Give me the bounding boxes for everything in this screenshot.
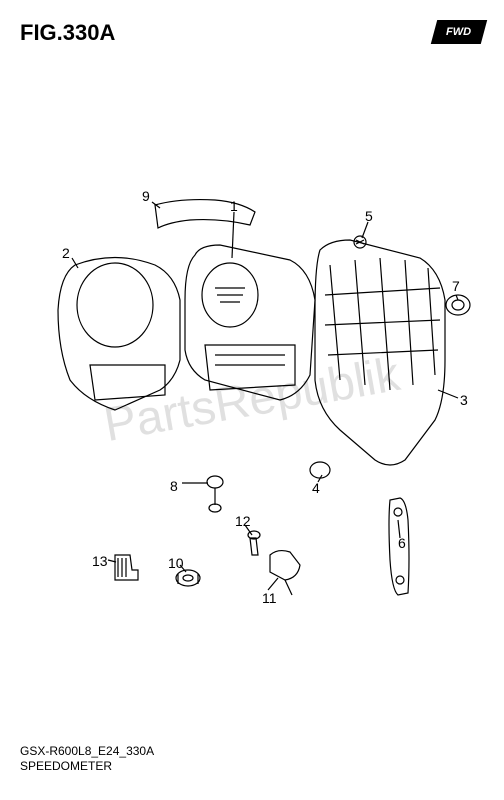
diagram-svg — [20, 100, 484, 620]
callout-4: 4 — [312, 480, 320, 496]
callout-5: 5 — [365, 208, 373, 224]
parts-diagram: 1 2 3 4 5 6 7 8 9 10 11 12 13 — [20, 100, 484, 620]
footer-part-name: SPEEDOMETER — [20, 759, 154, 775]
footer: GSX-R600L8_E24_330A SPEEDOMETER — [20, 744, 154, 775]
callout-13: 13 — [92, 553, 108, 569]
callout-1: 1 — [230, 198, 238, 214]
callout-2: 2 — [62, 245, 70, 261]
callout-7: 7 — [452, 278, 460, 294]
callout-10: 10 — [168, 555, 184, 571]
fwd-label: FWD — [446, 26, 471, 38]
callout-9: 9 — [142, 188, 150, 204]
figure-title: FIG.330A — [20, 20, 115, 46]
callout-11: 11 — [262, 590, 277, 606]
callout-8: 8 — [170, 478, 178, 494]
callout-12: 12 — [235, 513, 251, 529]
callout-3: 3 — [460, 392, 468, 408]
footer-model: GSX-R600L8_E24_330A — [20, 744, 154, 760]
callout-6: 6 — [398, 535, 406, 551]
fwd-badge: FWD — [431, 20, 487, 44]
